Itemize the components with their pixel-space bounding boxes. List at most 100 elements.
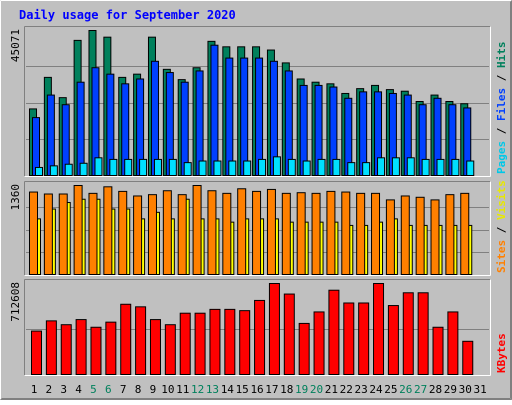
bar-pages-day-21 — [332, 158, 341, 177]
bar-kbytes-day-16 — [254, 299, 266, 375]
panel-top-ymax-label: 45071 — [9, 29, 22, 62]
bar-sites-day-29 — [445, 194, 455, 275]
bar-sites-day-14 — [222, 192, 232, 275]
bar-pages-day-30 — [466, 160, 475, 177]
chart-panels: 45071 Pages / Files / Hits 1360 Sites / Vis… — [9, 26, 508, 376]
x-tick-label-day-12: 12 — [191, 383, 204, 396]
bar-pages-day-26 — [406, 157, 415, 176]
panel-bottom: 712608 KBytes — [9, 279, 508, 376]
legend-part: Pages — [495, 141, 508, 174]
panel-middle-ymax-label: 1360 — [9, 184, 22, 211]
x-tick-label-day-27: 27 — [414, 383, 427, 396]
bar-pages-day-1 — [35, 166, 43, 177]
legend-part: / — [495, 121, 508, 141]
bar-files-day-9 — [150, 60, 159, 176]
bar-sites-day-28 — [430, 199, 440, 276]
legend-part: Visits — [495, 180, 508, 220]
bar-kbytes-day-26 — [402, 292, 414, 375]
bar-pages-day-25 — [391, 157, 400, 176]
bar-kbytes-day-18 — [283, 293, 295, 376]
bar-kbytes-day-14 — [224, 308, 236, 375]
bar-sites-day-19 — [296, 192, 306, 275]
bar-kbytes-day-9 — [149, 319, 161, 375]
bar-kbytes-day-7 — [120, 303, 132, 376]
x-tick-label-day-20: 20 — [310, 383, 323, 396]
bar-sites-day-25 — [385, 199, 395, 276]
x-tick-label-day-7: 7 — [120, 383, 127, 396]
bar-sites-day-6 — [103, 186, 113, 275]
bar-sites-day-9 — [147, 194, 157, 275]
bar-kbytes-day-4 — [75, 319, 87, 375]
bar-pages-day-10 — [168, 158, 177, 177]
bar-sites-day-3 — [58, 193, 68, 275]
bar-pages-day-6 — [109, 158, 118, 177]
x-tick-label-day-13: 13 — [206, 383, 219, 396]
bar-files-day-4 — [76, 81, 85, 176]
bar-pages-day-3 — [64, 163, 73, 177]
x-axis-day-labels: 1 2 3 4 5 6 7 8 9 10 11 12 13 14 15 16 17 18 19 20 21 22 23 24 2… — [31, 383, 487, 396]
bar-pages-day-14 — [228, 160, 237, 177]
bar-pages-day-5 — [94, 157, 103, 176]
panel-bottom-ymax-label: 712608 — [9, 282, 22, 322]
bar-files-day-15 — [240, 57, 249, 177]
bar-sites-day-7 — [118, 190, 128, 275]
bar-sites-day-15 — [237, 188, 247, 276]
bar-pages-day-28 — [436, 158, 445, 177]
bar-files-day-2 — [46, 94, 55, 176]
panel-bottom-legend: KBytes — [495, 333, 508, 373]
bar-sites-day-13 — [207, 190, 217, 275]
bar-pages-day-8 — [139, 158, 148, 177]
bar-kbytes-day-3 — [60, 324, 72, 375]
series-sites — [29, 185, 470, 276]
x-tick-label-day-25: 25 — [384, 383, 397, 396]
x-tick-label-day-15: 15 — [236, 383, 249, 396]
bar-kbytes-day-30 — [462, 340, 474, 375]
bar-kbytes-day-15 — [239, 310, 251, 375]
bar-sites-day-12 — [192, 185, 202, 275]
bar-pages-day-20 — [317, 158, 326, 177]
x-tick-label-day-23: 23 — [355, 383, 368, 396]
bar-sites-day-11 — [177, 194, 187, 275]
x-tick-label-day-17: 17 — [265, 383, 278, 396]
x-tick-label-day-11: 11 — [176, 383, 189, 396]
bar-pages-day-17 — [272, 156, 281, 176]
bar-kbytes-day-17 — [268, 283, 280, 375]
x-tick-label-day-26: 26 — [399, 383, 412, 396]
bar-sites-day-16 — [252, 190, 262, 275]
bar-kbytes-day-24 — [373, 283, 385, 375]
bar-files-day-13 — [210, 44, 219, 176]
legend-part: Sites — [495, 240, 508, 273]
bar-kbytes-day-11 — [179, 312, 191, 376]
legend-part: Files — [495, 88, 508, 121]
bar-kbytes-day-20 — [313, 311, 325, 376]
bar-sites-day-21 — [326, 190, 336, 275]
chart-title: Daily usage for September 2020 — [19, 8, 236, 22]
bar-sites-day-23 — [356, 192, 366, 275]
x-tick-label-day-3: 3 — [60, 383, 67, 396]
bar-pages-day-13 — [213, 160, 222, 177]
bar-sites-day-18 — [281, 192, 291, 275]
bar-pages-day-11 — [183, 162, 192, 176]
legend-part: Hits — [495, 42, 508, 69]
bar-sites-day-1 — [29, 191, 38, 275]
x-tick-label-day-5: 5 — [90, 383, 97, 396]
x-tick-label-day-28: 28 — [429, 383, 442, 396]
bar-kbytes-day-8 — [135, 306, 147, 375]
panel-top: 45071 Pages / Files / Hits — [9, 26, 508, 177]
legend-part: / — [495, 220, 508, 240]
x-tick-label-day-24: 24 — [369, 383, 383, 396]
bar-sites-day-17 — [266, 188, 276, 275]
x-tick-label-day-9: 9 — [150, 383, 157, 396]
bar-pages-day-29 — [451, 158, 460, 177]
bar-pages-day-16 — [258, 158, 267, 177]
bar-sites-day-5 — [88, 192, 98, 275]
bar-kbytes-day-21 — [328, 289, 340, 376]
x-tick-label-day-31: 31 — [474, 383, 487, 396]
x-tick-label-day-1: 1 — [31, 383, 38, 396]
x-tick-label-day-2: 2 — [46, 383, 53, 396]
x-tick-label-day-22: 22 — [340, 383, 353, 396]
bar-pages-day-4 — [79, 162, 88, 176]
bar-kbytes-day-10 — [164, 324, 176, 375]
